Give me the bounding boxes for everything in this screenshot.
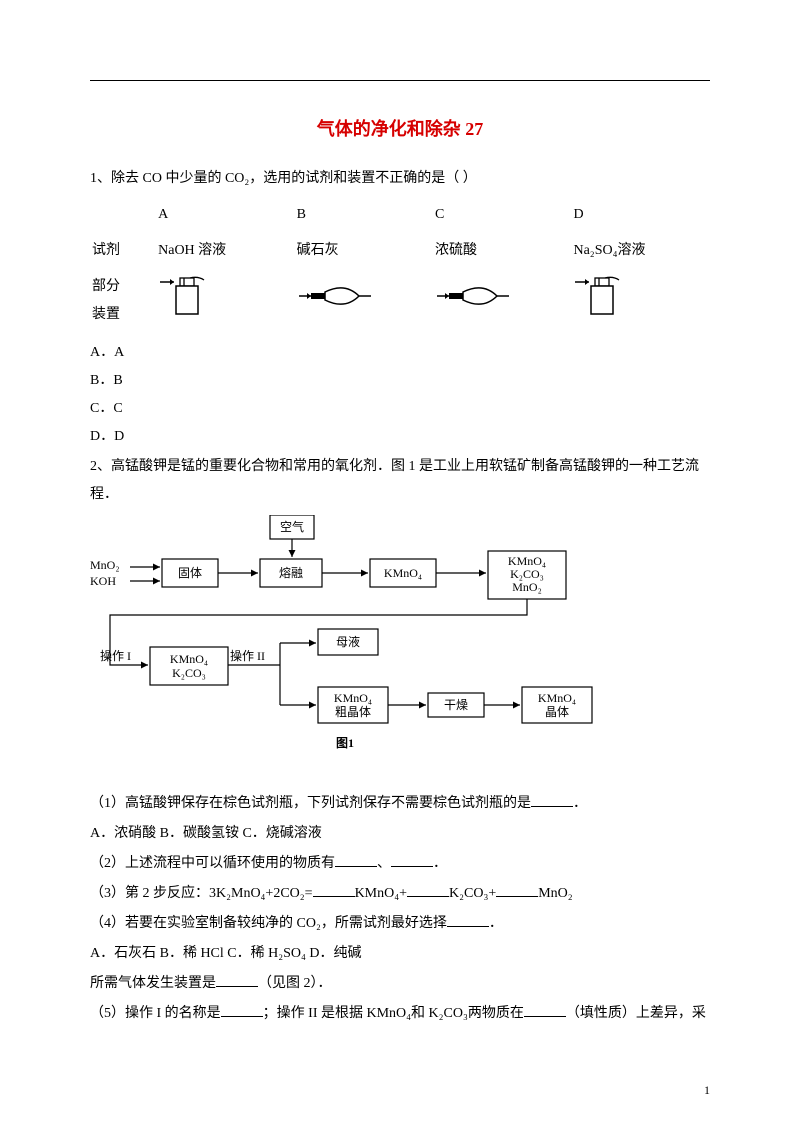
- q1-header-row: A B C D: [90, 197, 710, 233]
- q1-opt-d: D．D: [90, 423, 710, 451]
- q1-opt-c: C．C: [90, 395, 710, 423]
- blank: [221, 1002, 263, 1017]
- q1-reagent-a: NaOH 溶液: [156, 233, 294, 269]
- q2-p1-text: （1）高锰酸钾保存在棕色试剂瓶，下列试剂保存不需要棕色试剂瓶的是: [90, 796, 531, 811]
- blank: [313, 882, 355, 897]
- q1-table: A B C D 试剂 NaOH 溶液 碱石灰 浓硫酸 Na₂SO₄溶液 部分 装…: [90, 197, 710, 333]
- q1-stem: 1、除去 CO 中少量的 CO₂，选用的试剂和装置不正确的是（ ）: [90, 165, 710, 193]
- flow-kmno4: KMnO₄: [384, 566, 422, 580]
- blank: [407, 882, 449, 897]
- q2-p3: （3）第 2 步反应：3K₂MnO₄+2CO₂= KMnO₄+ K₂CO₃+ MnO₂: [90, 880, 710, 908]
- q1-device-d: [571, 269, 710, 333]
- q2-p1: （1）高锰酸钾保存在棕色试剂瓶，下列试剂保存不需要棕色试剂瓶的是．: [90, 790, 710, 818]
- q1-h-d: D: [571, 197, 710, 233]
- q2-p5-b: ；操作 II 是根据 KMnO₄和 K₂CO₃两物质在: [263, 1006, 524, 1021]
- q2-p3-c: K₂CO₃+: [449, 886, 496, 901]
- q2-p3-d: MnO₂: [538, 886, 572, 901]
- drying-tube-icon: [297, 282, 377, 310]
- blank: [531, 792, 573, 807]
- q2-p5: （5）操作 I 的名称是 ；操作 II 是根据 KMnO₄和 K₂CO₃两物质在 （…: [90, 1000, 710, 1028]
- q2-p4: （4）若要在实验室制备较纯净的 CO₂，所需试剂最好选择．: [90, 910, 710, 938]
- page-number: 1: [704, 1078, 710, 1102]
- flow-mix1-l3: MnO₂: [512, 580, 542, 594]
- q2-p4b-text: 所需气体发生装置是: [90, 976, 216, 991]
- q2-p5-a: （5）操作 I 的名称是: [90, 1006, 221, 1021]
- q1-reagent-label: 试剂: [90, 233, 156, 269]
- q1-h-c: C: [433, 197, 571, 233]
- flow-op1: 操作 I: [100, 648, 131, 663]
- flow-mix1-l1: KMnO₄: [508, 554, 546, 568]
- q1-device-label: 部分 装置: [90, 269, 156, 333]
- flow-mother: 母液: [336, 634, 360, 649]
- flow-in1: MnO₂: [90, 558, 120, 572]
- flow-solid: 固体: [178, 566, 202, 580]
- q2-p4-text: （4）若要在实验室制备较纯净的 CO₂，所需试剂最好选择: [90, 916, 447, 931]
- q2-p4-opts: A．石灰石 B．稀 HCl C．稀 H₂SO₄ D．纯碱: [90, 940, 710, 968]
- q1-reagent-c: 浓硫酸: [433, 233, 571, 269]
- q1-h-b: B: [295, 197, 433, 233]
- wash-bottle-icon: [158, 274, 218, 318]
- flow-mix2-l1: KMnO₄: [170, 652, 208, 666]
- top-rule: [90, 80, 710, 81]
- blank: [391, 852, 433, 867]
- q1-device-a: [156, 269, 294, 333]
- q1-reagent-d: Na₂SO₄溶液: [571, 233, 710, 269]
- drying-tube-icon: [435, 282, 515, 310]
- q1-device-b: [295, 269, 433, 333]
- flow-coarse-l1: KMnO₄: [334, 691, 372, 705]
- q2-p3-a: （3）第 2 步反应：3K₂MnO₄+2CO₂=: [90, 886, 313, 901]
- flow-melt: 熔融: [279, 565, 303, 580]
- q1-device-row: 部分 装置: [90, 269, 710, 333]
- flow-mix2-l2: K₂CO₃: [172, 666, 206, 680]
- q2-p1-opts: A．浓硝酸 B．碳酸氢铵 C．烧碱溶液: [90, 820, 710, 848]
- flowchart-svg: 空气 MnO₂ KOH 固体 熔融 KMnO₄ KMnO₄ K₂CO₃ MnO₂: [90, 515, 650, 775]
- flow-op2: 操作 II: [230, 648, 265, 663]
- flow-crystal-l1: KMnO₄: [538, 691, 576, 705]
- flow-coarse-l2: 粗晶体: [335, 705, 371, 719]
- blank: [216, 972, 258, 987]
- flow-air: 空气: [280, 519, 304, 534]
- wash-bottle-icon: [573, 274, 633, 318]
- flow-in2: KOH: [90, 574, 116, 588]
- q2-p5-c: （填性质）上差异，采: [566, 1006, 706, 1021]
- q2-stem: 2、高锰酸钾是锰的重要化合物和常用的氧化剂．图 1 是工业上用软锰矿制备高锰酸钾…: [90, 453, 710, 509]
- q1-device-c: [433, 269, 571, 333]
- q2-p3-b: KMnO₄+: [355, 886, 407, 901]
- flow-mix1-l2: K₂CO₃: [510, 567, 544, 581]
- flow-caption: 图1: [336, 736, 354, 750]
- q1-opt-a: A．A: [90, 339, 710, 367]
- page-title: 气体的净化和除杂 27: [90, 111, 710, 147]
- q2-flowchart: 空气 MnO₂ KOH 固体 熔融 KMnO₄ KMnO₄ K₂CO₃ MnO₂: [90, 515, 710, 786]
- q2-p2: （2）上述流程中可以循环使用的物质有、．: [90, 850, 710, 878]
- q1-reagent-b: 碱石灰: [295, 233, 433, 269]
- q2-p4b: 所需气体发生装置是 （见图 2）．: [90, 970, 710, 998]
- flow-crystal-l2: 晶体: [545, 705, 569, 719]
- flow-dry: 干燥: [444, 698, 468, 712]
- blank: [447, 912, 489, 927]
- q2-p4c-text: （见图 2）．: [258, 976, 332, 991]
- q1-opt-b: B．B: [90, 367, 710, 395]
- q1-h-a: A: [156, 197, 294, 233]
- blank: [496, 882, 538, 897]
- blank: [524, 1002, 566, 1017]
- blank: [335, 852, 377, 867]
- q1-reagent-row: 试剂 NaOH 溶液 碱石灰 浓硫酸 Na₂SO₄溶液: [90, 233, 710, 269]
- q2-p2-text: （2）上述流程中可以循环使用的物质有: [90, 856, 335, 871]
